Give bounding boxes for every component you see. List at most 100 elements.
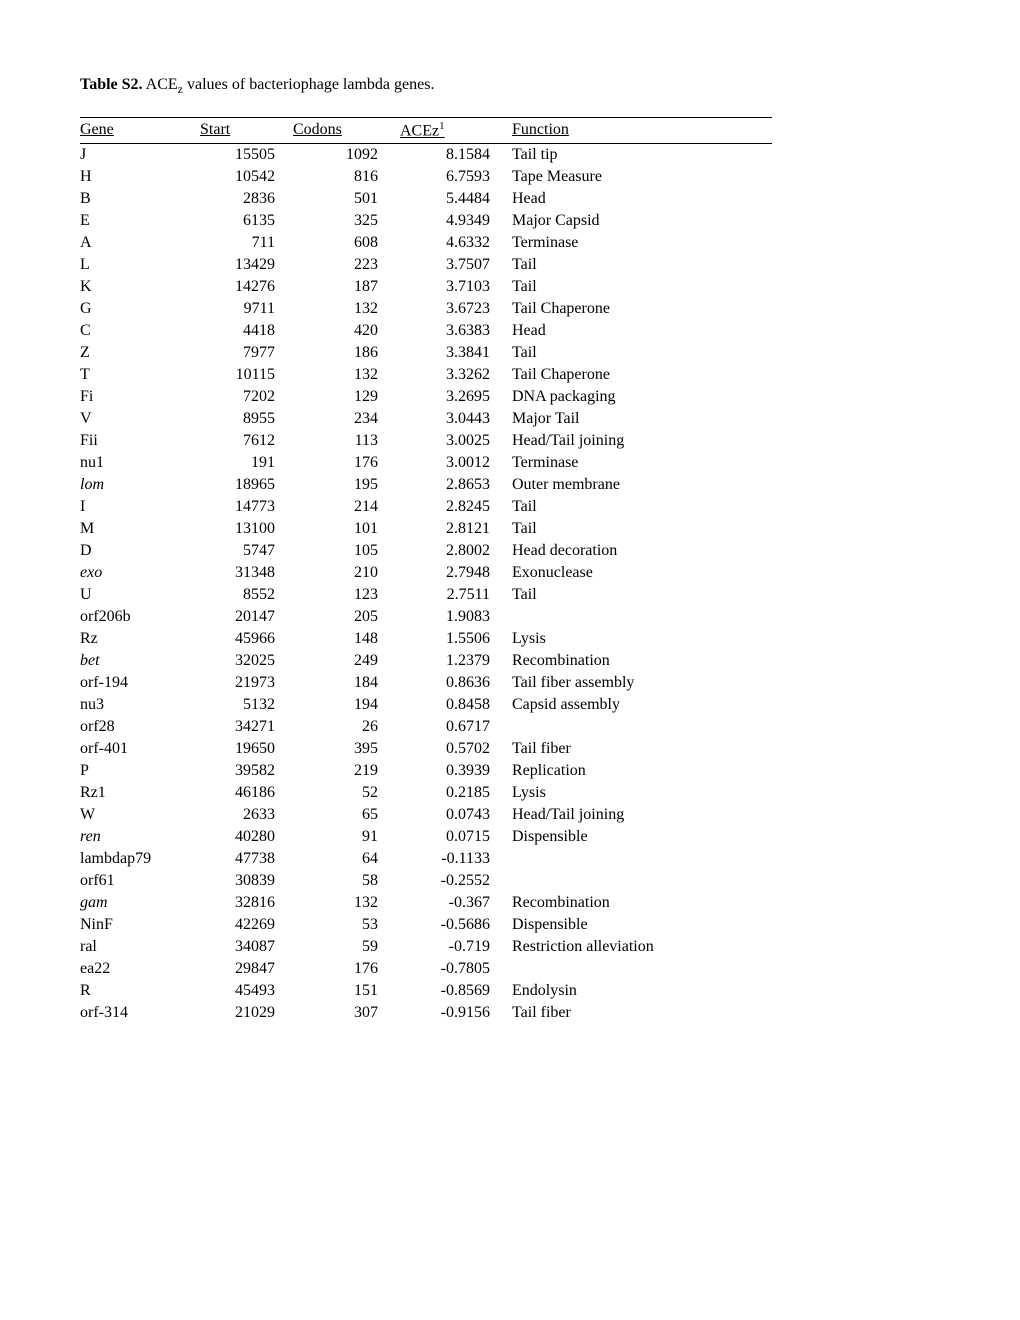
table-row: ral3408759-0.719Restriction alleviation	[80, 936, 772, 958]
table-row: M131001012.8121Tail	[80, 518, 772, 540]
header-gene: Gene	[80, 118, 200, 143]
table-row: L134292233.7507Tail	[80, 254, 772, 276]
cell-gene: Z	[80, 342, 200, 364]
header-codons: Codons	[293, 118, 400, 143]
cell-acez: 2.8002	[400, 540, 512, 562]
cell-codons: 113	[293, 430, 400, 452]
cell-start: 34087	[200, 936, 293, 958]
cell-acez: 0.8636	[400, 672, 512, 694]
cell-function: Tail	[512, 496, 772, 518]
cell-function: Head decoration	[512, 540, 772, 562]
cell-function: Lysis	[512, 782, 772, 804]
cell-gene: orf-314	[80, 1002, 200, 1024]
table-row: ren40280910.0715Dispensible	[80, 826, 772, 848]
cell-function	[512, 870, 772, 892]
table-row: ea2229847176-0.7805	[80, 958, 772, 980]
cell-gene: T	[80, 364, 200, 386]
cell-gene: Rz	[80, 628, 200, 650]
cell-codons: 249	[293, 650, 400, 672]
cell-gene: lambdap79	[80, 848, 200, 870]
cell-acez: -0.367	[400, 892, 512, 914]
cell-acez: 3.3262	[400, 364, 512, 386]
header-row: Gene Start Codons ACEz1 Function	[80, 118, 772, 143]
caption-text-before: ACE	[143, 76, 178, 93]
table-row: orf-31421029307-0.9156Tail fiber	[80, 1002, 772, 1024]
cell-start: 31348	[200, 562, 293, 584]
cell-start: 42269	[200, 914, 293, 936]
cell-start: 21973	[200, 672, 293, 694]
table-row: exo313482102.7948Exonuclease	[80, 562, 772, 584]
cell-acez: 0.0715	[400, 826, 512, 848]
cell-function: Terminase	[512, 452, 772, 474]
cell-gene: Fii	[80, 430, 200, 452]
cell-start: 14276	[200, 276, 293, 298]
cell-codons: 186	[293, 342, 400, 364]
cell-acez: -0.8569	[400, 980, 512, 1002]
cell-function: Terminase	[512, 232, 772, 254]
cell-gene: M	[80, 518, 200, 540]
cell-start: 7977	[200, 342, 293, 364]
cell-function: Endolysin	[512, 980, 772, 1002]
cell-codons: 58	[293, 870, 400, 892]
cell-acez: 0.5702	[400, 738, 512, 760]
cell-gene: orf-194	[80, 672, 200, 694]
cell-acez: -0.7805	[400, 958, 512, 980]
cell-gene: gam	[80, 892, 200, 914]
cell-start: 8955	[200, 408, 293, 430]
cell-function: Recombination	[512, 892, 772, 914]
cell-start: 2836	[200, 188, 293, 210]
cell-codons: 101	[293, 518, 400, 540]
cell-function: Lysis	[512, 628, 772, 650]
cell-start: 10115	[200, 364, 293, 386]
table-row: P395822190.3939Replication	[80, 760, 772, 782]
cell-start: 4418	[200, 320, 293, 342]
cell-gene: Rz1	[80, 782, 200, 804]
table-row: D57471052.8002Head decoration	[80, 540, 772, 562]
cell-start: 10542	[200, 166, 293, 188]
cell-codons: 223	[293, 254, 400, 276]
cell-gene: U	[80, 584, 200, 606]
cell-codons: 132	[293, 298, 400, 320]
cell-start: 191	[200, 452, 293, 474]
cell-gene: Fi	[80, 386, 200, 408]
cell-codons: 219	[293, 760, 400, 782]
cell-codons: 395	[293, 738, 400, 760]
cell-gene: ren	[80, 826, 200, 848]
cell-function: Exonuclease	[512, 562, 772, 584]
cell-acez: 6.7593	[400, 166, 512, 188]
cell-acez: -0.2552	[400, 870, 512, 892]
cell-function: Tail tip	[512, 143, 772, 166]
table-body: J1550510928.1584Tail tipH105428166.7593T…	[80, 143, 772, 1024]
cell-start: 15505	[200, 143, 293, 166]
table-row: orf-401196503950.5702Tail fiber	[80, 738, 772, 760]
cell-acez: 3.0025	[400, 430, 512, 452]
table-row: J1550510928.1584Tail tip	[80, 143, 772, 166]
cell-acez: 0.0743	[400, 804, 512, 826]
cell-gene: orf61	[80, 870, 200, 892]
table-row: I147732142.8245Tail	[80, 496, 772, 518]
cell-gene: P	[80, 760, 200, 782]
table-caption: Table S2. ACEz values of bacteriophage l…	[80, 76, 940, 97]
cell-codons: 65	[293, 804, 400, 826]
cell-start: 7612	[200, 430, 293, 452]
cell-function: Restriction alleviation	[512, 936, 772, 958]
cell-function: Tail fiber	[512, 1002, 772, 1024]
cell-gene: K	[80, 276, 200, 298]
cell-acez: 3.7103	[400, 276, 512, 298]
cell-codons: 59	[293, 936, 400, 958]
header-acez-sup: 1	[439, 120, 445, 132]
cell-acez: 1.5506	[400, 628, 512, 650]
table-row: lambdap794773864-0.1133	[80, 848, 772, 870]
cell-codons: 608	[293, 232, 400, 254]
cell-codons: 501	[293, 188, 400, 210]
cell-acez: 2.7948	[400, 562, 512, 584]
cell-gene: J	[80, 143, 200, 166]
cell-gene: G	[80, 298, 200, 320]
cell-function: Head/Tail joining	[512, 430, 772, 452]
cell-codons: 184	[293, 672, 400, 694]
cell-acez: 0.2185	[400, 782, 512, 804]
cell-acez: 3.0443	[400, 408, 512, 430]
cell-gene: orf28	[80, 716, 200, 738]
cell-codons: 132	[293, 892, 400, 914]
table-row: E61353254.9349Major Capsid	[80, 210, 772, 232]
